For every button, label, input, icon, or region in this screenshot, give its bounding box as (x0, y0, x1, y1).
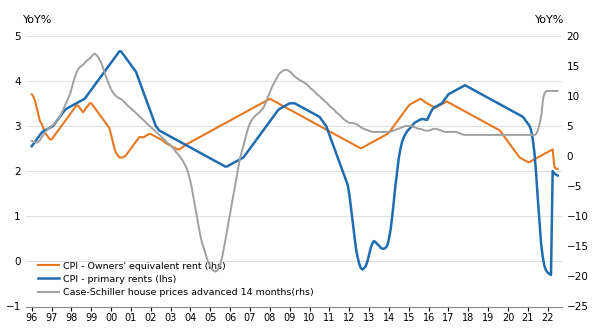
CPI - Owners' equivalent rent (lhs) (367, 141, 374, 145)
CPI - primary rents (lhs) (551, 171, 558, 175)
CPI - Owners' equivalent rent (lhs) (536, 155, 543, 159)
Case-Schiller house prices advanced 14 months(rhs) (302, 82, 309, 86)
CPI - primary rents (lhs) (369, 241, 376, 245)
Case-Schiller house prices advanced 14 months(rhs) (91, 52, 98, 56)
Line: CPI - Owners' equivalent rent (lhs): CPI - Owners' equivalent rent (lhs) (31, 94, 558, 169)
Case-Schiller house prices advanced 14 months(rhs) (459, 132, 466, 136)
Case-Schiller house prices advanced 14 months(rhs) (78, 64, 86, 68)
Case-Schiller house prices advanced 14 months(rhs) (153, 130, 160, 134)
Legend: CPI - Owners' equivalent rent (lhs), CPI - primary rents (lhs), Case-Schiller ho: CPI - Owners' equivalent rent (lhs), CPI… (36, 260, 316, 299)
Case-Schiller house prices advanced 14 months(rhs) (28, 139, 35, 143)
Line: CPI - primary rents (lhs): CPI - primary rents (lhs) (31, 51, 558, 275)
CPI - primary rents (lhs) (63, 107, 70, 111)
CPI - Owners' equivalent rent (lhs) (552, 167, 560, 171)
CPI - Owners' equivalent rent (lhs) (554, 167, 561, 171)
Case-Schiller house prices advanced 14 months(rhs) (399, 125, 406, 129)
CPI - Owners' equivalent rent (lhs) (485, 122, 492, 126)
CPI - primary rents (lhs) (116, 49, 123, 53)
CPI - primary rents (lhs) (548, 273, 555, 277)
Case-Schiller house prices advanced 14 months(rhs) (136, 115, 143, 119)
CPI - Owners' equivalent rent (lhs) (63, 117, 70, 121)
Text: YoY%: YoY% (23, 15, 52, 25)
CPI - Owners' equivalent rent (lhs) (181, 144, 188, 148)
CPI - Owners' equivalent rent (lhs) (28, 92, 35, 96)
CPI - primary rents (lhs) (554, 174, 561, 178)
Text: YoY%: YoY% (535, 15, 564, 25)
Line: Case-Schiller house prices advanced 14 months(rhs): Case-Schiller house prices advanced 14 m… (31, 54, 558, 271)
CPI - primary rents (lhs) (538, 241, 545, 245)
CPI - Owners' equivalent rent (lhs) (548, 148, 555, 152)
CPI - primary rents (lhs) (486, 97, 494, 101)
CPI - primary rents (lhs) (28, 144, 35, 148)
Case-Schiller house prices advanced 14 months(rhs) (212, 269, 219, 273)
Case-Schiller house prices advanced 14 months(rhs) (554, 89, 561, 93)
CPI - primary rents (lhs) (182, 143, 189, 147)
